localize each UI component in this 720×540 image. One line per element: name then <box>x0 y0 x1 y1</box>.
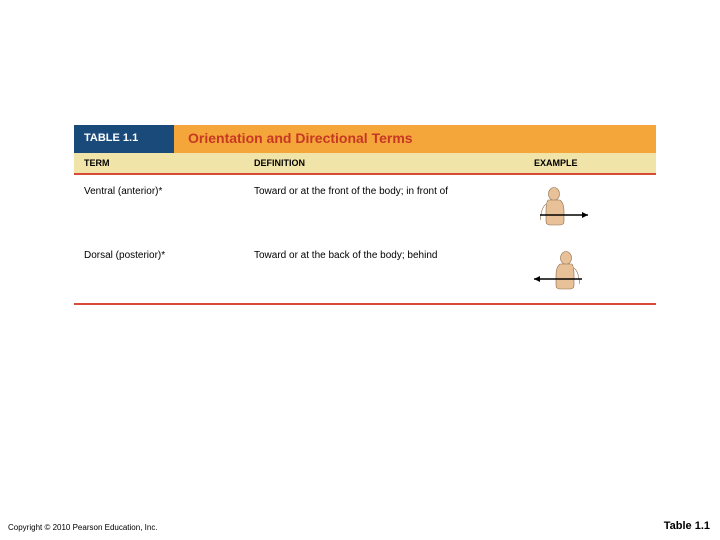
term-cell: Ventral (anterior)* <box>74 183 244 231</box>
term-cell: Dorsal (posterior)* <box>74 247 244 295</box>
col-header-term: TERM <box>74 153 244 173</box>
copyright-text: Copyright © 2010 Pearson Education, Inc. <box>8 523 158 532</box>
definition-cell: Toward or at the front of the body; in f… <box>244 183 524 231</box>
table-row: Dorsal (posterior)* Toward or at the bac… <box>74 239 656 303</box>
anatomical-terms-table: TABLE 1.1 Orientation and Directional Te… <box>74 125 656 305</box>
table-row: Ventral (anterior)* Toward or at the fro… <box>74 175 656 239</box>
col-header-example: EXAMPLE <box>524 153 656 173</box>
col-header-definition: DEFINITION <box>244 153 524 173</box>
table-header-row: TABLE 1.1 Orientation and Directional Te… <box>74 125 656 153</box>
table-title: Orientation and Directional Terms <box>174 125 656 153</box>
table-bottom-rule <box>74 303 656 305</box>
body-figure-ventral-icon <box>528 185 598 229</box>
example-cell <box>524 183 656 231</box>
body-figure-dorsal-icon <box>528 249 598 293</box>
column-header-row: TERM DEFINITION EXAMPLE <box>74 153 656 175</box>
table-number-label: TABLE 1.1 <box>74 125 174 153</box>
page-label: Table 1.1 <box>664 520 710 532</box>
definition-cell: Toward or at the back of the body; behin… <box>244 247 524 295</box>
example-cell <box>524 247 656 295</box>
